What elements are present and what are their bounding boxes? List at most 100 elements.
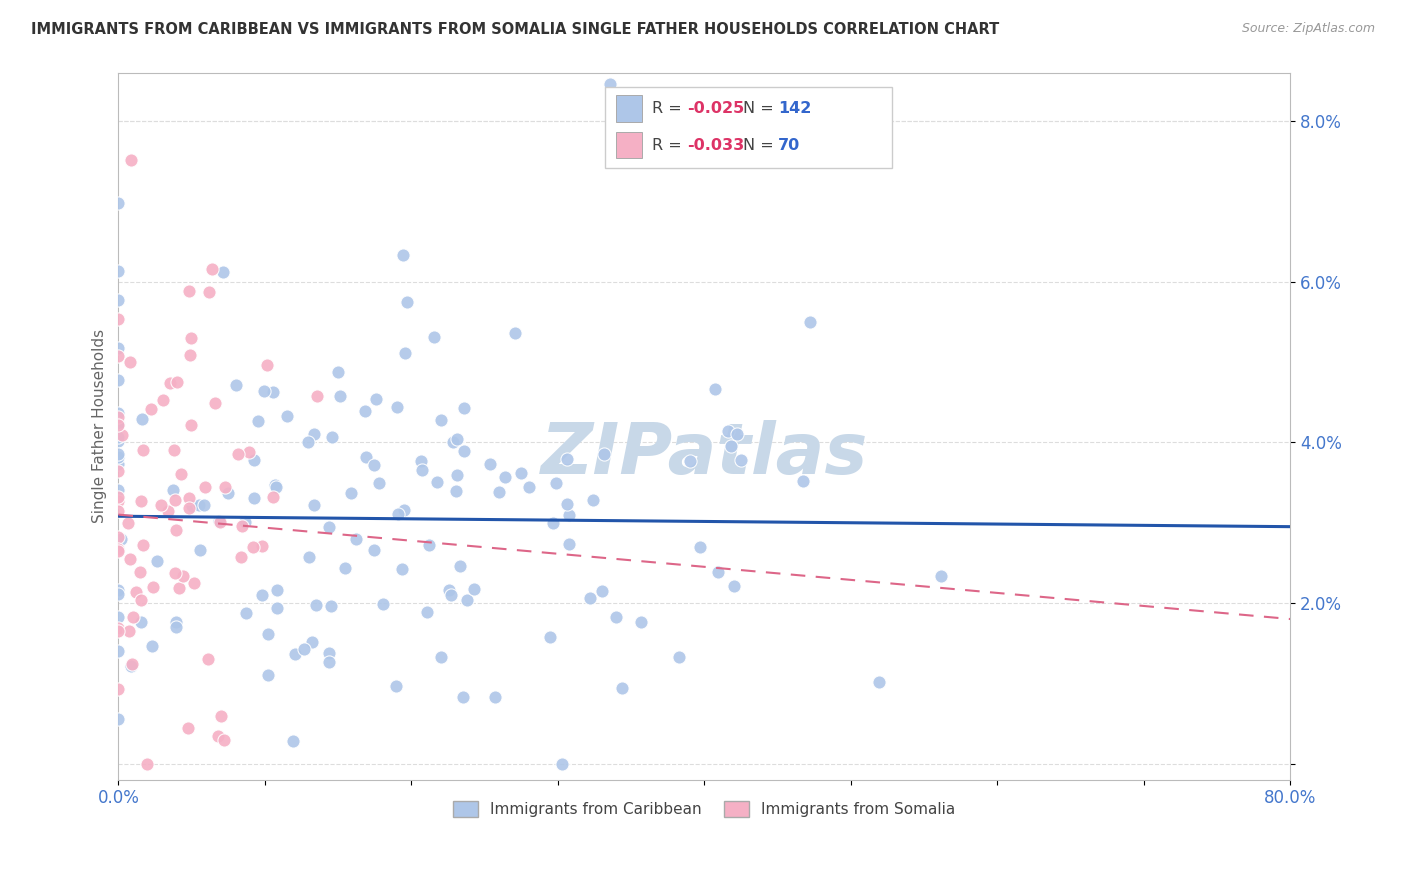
Point xyxy=(281,734,304,748)
Point xyxy=(117,516,139,530)
Point xyxy=(364,392,387,406)
FancyBboxPatch shape xyxy=(616,95,643,121)
Point xyxy=(266,601,288,615)
Point xyxy=(453,401,475,416)
Point xyxy=(122,609,145,624)
Text: Source: ZipAtlas.com: Source: ZipAtlas.com xyxy=(1241,22,1375,36)
Point xyxy=(107,293,129,307)
Point xyxy=(318,656,340,670)
Point xyxy=(107,417,129,432)
Point xyxy=(579,591,602,605)
Point xyxy=(368,476,391,491)
Point xyxy=(156,504,179,518)
Text: ZIPatlas: ZIPatlas xyxy=(540,420,868,489)
Point xyxy=(723,579,745,593)
Point xyxy=(411,462,433,476)
Point xyxy=(129,493,152,508)
Point xyxy=(307,389,329,403)
Point xyxy=(679,453,702,467)
Point xyxy=(165,566,187,580)
Point xyxy=(339,486,361,500)
Point xyxy=(180,331,202,345)
Point xyxy=(373,597,395,611)
Point xyxy=(107,196,129,211)
Point xyxy=(107,644,129,658)
Point xyxy=(418,538,440,552)
Text: 70: 70 xyxy=(778,137,800,153)
Point xyxy=(478,457,501,471)
Point xyxy=(253,384,276,398)
Point xyxy=(180,417,202,432)
Point xyxy=(107,463,129,477)
Point xyxy=(204,396,226,410)
Point xyxy=(416,605,439,619)
Point xyxy=(318,646,340,660)
Point xyxy=(599,78,621,92)
Point xyxy=(868,674,890,689)
Point xyxy=(484,690,506,704)
Point xyxy=(214,480,236,494)
Point xyxy=(509,466,531,480)
Point xyxy=(517,480,540,494)
Point xyxy=(107,341,129,355)
Point xyxy=(193,498,215,512)
Point xyxy=(128,566,150,580)
Point xyxy=(546,476,568,491)
Point xyxy=(180,499,202,513)
Point xyxy=(439,588,461,602)
Point xyxy=(247,414,270,428)
Point xyxy=(207,729,229,743)
Point xyxy=(107,311,129,326)
Point xyxy=(266,480,288,494)
Point xyxy=(384,679,406,693)
Point xyxy=(456,593,478,607)
Point xyxy=(107,544,129,558)
Point xyxy=(194,480,217,494)
Point xyxy=(107,447,129,461)
Point xyxy=(392,248,415,262)
Point xyxy=(292,641,315,656)
Point xyxy=(929,569,952,583)
Point xyxy=(162,483,184,497)
Point xyxy=(111,428,134,442)
Point xyxy=(118,552,141,566)
Point xyxy=(799,314,821,328)
Y-axis label: Single Father Households: Single Father Households xyxy=(93,329,107,524)
Point xyxy=(319,599,342,614)
Point xyxy=(558,508,581,523)
Point xyxy=(107,609,129,624)
Point xyxy=(550,756,572,771)
Point xyxy=(363,543,385,558)
Point xyxy=(242,540,264,554)
Point xyxy=(107,264,129,278)
Point xyxy=(444,484,467,499)
Point xyxy=(120,153,142,168)
Point xyxy=(242,491,264,506)
Point xyxy=(301,635,323,649)
Point xyxy=(235,515,257,529)
Point xyxy=(229,549,252,564)
Point xyxy=(446,432,468,446)
Point xyxy=(228,447,250,461)
Point xyxy=(142,580,165,594)
Point xyxy=(107,682,129,697)
FancyBboxPatch shape xyxy=(616,132,643,159)
Point xyxy=(396,294,419,309)
Point xyxy=(555,497,578,511)
Point xyxy=(107,418,129,433)
Text: IMMIGRANTS FROM CARIBBEAN VS IMMIGRANTS FROM SOMALIA SINGLE FATHER HOUSEHOLDS CO: IMMIGRANTS FROM CARIBBEAN VS IMMIGRANTS … xyxy=(31,22,1000,37)
Point xyxy=(387,400,409,414)
Point xyxy=(125,584,148,599)
Point xyxy=(110,532,132,546)
Point xyxy=(689,540,711,554)
Point xyxy=(451,690,474,704)
Point xyxy=(131,592,153,607)
Point xyxy=(318,520,340,534)
Point xyxy=(555,452,578,467)
Point xyxy=(120,659,142,673)
Point xyxy=(163,492,186,507)
Point xyxy=(183,575,205,590)
Point xyxy=(394,346,416,360)
Point xyxy=(429,650,451,665)
Point xyxy=(409,454,432,468)
